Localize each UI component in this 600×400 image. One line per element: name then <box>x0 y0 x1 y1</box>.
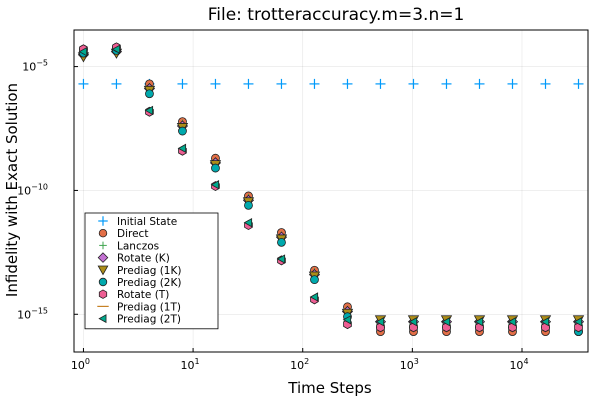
data-point <box>243 78 254 89</box>
data-point <box>178 126 187 136</box>
data-point <box>111 44 121 54</box>
x-axis-label: Time Steps <box>287 379 372 397</box>
data-point <box>441 78 452 89</box>
x-tick-exponent: 3 <box>414 357 419 366</box>
data-point <box>277 237 286 247</box>
x-axis-ticks: 100 101 102 103 104 <box>71 348 529 372</box>
data-point <box>507 78 518 89</box>
y-tick-exponent: −10 <box>31 182 48 191</box>
y-tick-label: 10−15 <box>17 306 48 321</box>
y-tick-label: 10−5 <box>22 59 48 74</box>
data-point <box>276 78 287 89</box>
legend-label: Rotate (K) <box>117 253 170 265</box>
legend-swatch <box>98 228 108 238</box>
x-tick-base: 10 <box>181 359 195 372</box>
data-point <box>210 180 220 190</box>
data-point <box>540 317 550 327</box>
data-point <box>474 78 485 89</box>
data-point <box>310 275 319 285</box>
legend-label: Initial State <box>117 216 177 228</box>
legend-swatch <box>97 252 109 263</box>
data-point <box>211 163 220 173</box>
x-tick-label: 104 <box>509 357 528 372</box>
data-point <box>210 78 221 89</box>
x-tick-label: 103 <box>400 357 419 372</box>
legend-swatch <box>98 277 108 287</box>
data-point <box>276 254 286 264</box>
legend-swatch <box>98 314 107 324</box>
plot-frame <box>73 29 589 353</box>
legend-swatch <box>99 241 107 250</box>
data-point <box>540 78 551 89</box>
data-point <box>375 78 386 89</box>
legend-label: Prediag (2T) <box>117 314 181 326</box>
data-point <box>573 317 583 327</box>
x-tick-label: 101 <box>181 357 200 372</box>
data-point <box>573 78 584 89</box>
data-point <box>408 78 419 89</box>
y-tick-base: 10 <box>17 184 31 197</box>
y-tick-base: 10 <box>17 308 31 321</box>
x-tick-base: 10 <box>400 359 414 372</box>
x-tick-base: 10 <box>509 359 523 372</box>
y-tick-label: 10−10 <box>17 182 48 197</box>
legend-box <box>84 212 219 330</box>
data-point <box>309 78 320 89</box>
y-tick-base: 10 <box>22 61 36 74</box>
data-point <box>309 292 319 302</box>
data-point <box>474 317 484 327</box>
legend-label: Prediag (1T) <box>117 301 181 313</box>
data-point <box>243 217 253 228</box>
y-axis-label: Infidelity with Exact Solution <box>3 83 21 297</box>
chart-title: File: trotteraccuracy.m=3.n=1 <box>208 5 465 25</box>
legend-label: Direct <box>117 228 148 240</box>
legend-swatch <box>98 289 108 299</box>
y-tick-exponent: −5 <box>36 59 48 68</box>
x-tick-exponent: 0 <box>85 357 90 366</box>
x-tick-base: 10 <box>290 359 304 372</box>
x-tick-base: 10 <box>71 359 85 372</box>
data-point <box>342 78 353 89</box>
data-point <box>408 317 418 327</box>
legend-swatch <box>97 265 109 276</box>
data-point <box>144 105 154 116</box>
data-point <box>375 317 385 327</box>
x-tick-label: 102 <box>290 357 309 372</box>
x-tick-label: 100 <box>71 357 90 372</box>
data-point <box>441 317 451 327</box>
legend-label: Lanczos <box>117 240 159 252</box>
data-markers <box>77 42 585 336</box>
data-point <box>111 78 122 89</box>
x-tick-exponent: 1 <box>195 357 200 366</box>
data-point <box>177 143 187 154</box>
data-point <box>78 46 88 57</box>
series-8 <box>78 44 583 327</box>
legend-label: Prediag (2K) <box>117 277 181 289</box>
legend-label: Rotate (T) <box>117 289 169 301</box>
data-point <box>342 315 352 325</box>
data-point <box>145 89 154 99</box>
x-tick-exponent: 2 <box>304 357 309 366</box>
legend-label: Prediag (1K) <box>117 265 181 277</box>
legend-swatch <box>98 216 108 226</box>
data-point <box>244 200 253 210</box>
data-point <box>78 78 89 89</box>
x-tick-exponent: 4 <box>523 357 528 366</box>
data-point <box>177 78 188 89</box>
y-tick-exponent: −15 <box>31 306 48 315</box>
data-point <box>507 317 517 327</box>
